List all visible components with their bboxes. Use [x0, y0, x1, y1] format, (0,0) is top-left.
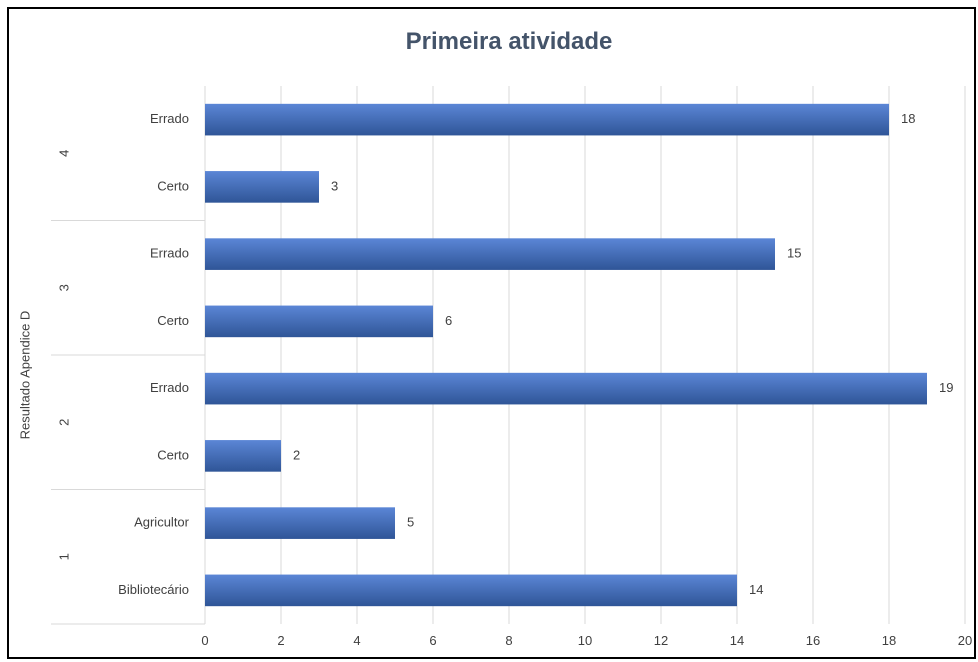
data-label: 6 — [445, 313, 452, 328]
x-tick-label: 4 — [353, 633, 360, 648]
data-label: 5 — [407, 515, 414, 530]
x-tick-label: 16 — [806, 633, 820, 648]
bar — [205, 440, 281, 472]
category-label: Certo — [157, 178, 189, 193]
data-label: 14 — [749, 582, 763, 597]
category-label: Agricultor — [134, 515, 190, 530]
x-tick-label: 14 — [730, 633, 744, 648]
labels: Errado 18 Certo 3 Errado 15 Certo 6 Errado 19 Cert… — [118, 111, 953, 597]
group-label: 1 — [56, 553, 71, 560]
y-axis-title: Resultado Apendice D — [17, 311, 32, 440]
bar — [205, 171, 319, 203]
bar — [205, 103, 889, 136]
category-label: Errado — [150, 111, 189, 126]
category-label: Certo — [157, 447, 189, 462]
data-label: 18 — [901, 111, 915, 126]
x-tick-label: 18 — [882, 633, 896, 648]
group-label: 3 — [56, 284, 71, 291]
category-label: Errado — [150, 380, 189, 395]
data-label: 15 — [787, 246, 801, 261]
bars — [205, 103, 927, 607]
group-label: 2 — [56, 419, 71, 426]
group-label: 4 — [56, 150, 71, 157]
bar — [205, 507, 395, 539]
x-tick-label: 0 — [201, 633, 208, 648]
x-tick-label: 6 — [429, 633, 436, 648]
data-label: 2 — [293, 447, 300, 462]
gridlines — [204, 86, 966, 624]
data-label: 19 — [939, 380, 953, 395]
x-tick-label: 8 — [505, 633, 512, 648]
category-label: Bibliotecário — [118, 582, 189, 597]
chart-frame: Primeira atividade 0 2 4 6 8 10 12 14 16 18 20 4 3 2 1… — [7, 7, 976, 659]
bar — [205, 574, 737, 607]
category-label: Errado — [150, 246, 189, 261]
x-tick-label: 12 — [654, 633, 668, 648]
category-label: Certo — [157, 313, 189, 328]
bar-chart: Primeira atividade 0 2 4 6 8 10 12 14 16 18 204321… — [17, 28, 972, 648]
data-label: 3 — [331, 178, 338, 193]
chart-title: Primeira atividade — [406, 28, 613, 55]
axes: 0 2 4 6 8 10 12 14 16 18 20 4 3 2 1 Resultado Apendice … — [17, 86, 972, 648]
x-tick-label: 20 — [958, 633, 972, 648]
bar — [205, 372, 927, 405]
x-tick-label: 2 — [277, 633, 284, 648]
bar — [205, 305, 433, 338]
x-tick-label: 10 — [578, 633, 592, 648]
bar — [205, 238, 775, 270]
